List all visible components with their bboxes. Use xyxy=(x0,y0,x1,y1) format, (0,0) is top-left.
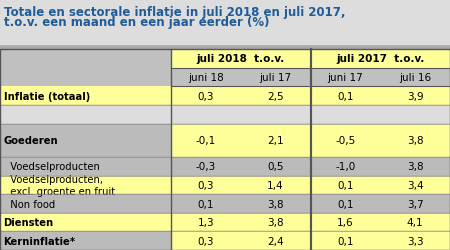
Text: 3,4: 3,4 xyxy=(407,180,423,190)
Text: 2,1: 2,1 xyxy=(267,136,284,146)
Bar xyxy=(171,50,310,68)
Text: 3,8: 3,8 xyxy=(267,199,284,209)
Text: juli 2018  t.o.v.: juli 2018 t.o.v. xyxy=(197,54,285,64)
Text: 3,8: 3,8 xyxy=(407,162,423,172)
Bar xyxy=(310,176,380,195)
Bar xyxy=(310,213,380,232)
Bar xyxy=(241,232,310,250)
Bar xyxy=(310,232,380,250)
Bar xyxy=(241,87,310,106)
Bar xyxy=(0,124,171,158)
Bar xyxy=(380,87,450,106)
Bar xyxy=(380,68,450,87)
Bar xyxy=(380,158,450,176)
Text: -0,5: -0,5 xyxy=(335,136,356,146)
Bar xyxy=(0,50,450,250)
Text: juli 2017  t.o.v.: juli 2017 t.o.v. xyxy=(336,54,424,64)
Text: 3,8: 3,8 xyxy=(267,217,284,227)
Bar xyxy=(0,176,171,195)
Text: juni 18: juni 18 xyxy=(188,73,224,83)
Text: 2,5: 2,5 xyxy=(267,91,284,101)
Bar xyxy=(171,158,241,176)
Bar xyxy=(310,68,380,87)
Text: Inflatie (totaal): Inflatie (totaal) xyxy=(4,91,90,101)
Bar xyxy=(380,176,450,195)
Bar xyxy=(171,232,241,250)
Text: 0,3: 0,3 xyxy=(198,180,214,190)
Bar xyxy=(310,158,380,176)
Bar xyxy=(171,213,241,232)
Bar xyxy=(310,106,380,124)
Text: Totale en sectorale inflatie in juli 2018 en juli 2017,: Totale en sectorale inflatie in juli 201… xyxy=(4,6,346,19)
Bar xyxy=(241,68,310,87)
Bar xyxy=(380,194,450,213)
Text: Kerninflatie*: Kerninflatie* xyxy=(4,236,76,246)
Text: 0,1: 0,1 xyxy=(198,199,214,209)
Bar xyxy=(241,213,310,232)
Text: Voedselproducten: Voedselproducten xyxy=(4,162,99,172)
Text: 0,1: 0,1 xyxy=(337,91,354,101)
Bar xyxy=(241,106,310,124)
Text: t.o.v. een maand en een jaar eerder (%): t.o.v. een maand en een jaar eerder (%) xyxy=(4,16,270,29)
Text: juni 17: juni 17 xyxy=(328,73,363,83)
Text: Voedselproducten,
  excl. groente en fruit: Voedselproducten, excl. groente en fruit xyxy=(4,174,115,196)
Bar xyxy=(0,0,450,45)
Bar xyxy=(310,87,380,106)
Bar xyxy=(171,176,241,195)
Text: 0,5: 0,5 xyxy=(267,162,284,172)
Bar xyxy=(0,213,171,232)
Bar xyxy=(0,106,171,124)
Bar xyxy=(310,50,450,68)
Text: juli 17: juli 17 xyxy=(260,73,292,83)
Text: 3,8: 3,8 xyxy=(407,136,423,146)
Text: 0,1: 0,1 xyxy=(337,199,354,209)
Bar xyxy=(241,124,310,158)
Bar xyxy=(171,106,241,124)
Bar xyxy=(0,194,171,213)
Text: 3,7: 3,7 xyxy=(407,199,423,209)
Text: Non food: Non food xyxy=(4,199,55,209)
Text: juli 16: juli 16 xyxy=(399,73,431,83)
Bar xyxy=(241,158,310,176)
Bar xyxy=(0,50,171,68)
Text: 1,6: 1,6 xyxy=(337,217,354,227)
Bar xyxy=(0,87,171,106)
Text: 0,1: 0,1 xyxy=(337,236,354,246)
Bar xyxy=(171,194,241,213)
Text: 1,4: 1,4 xyxy=(267,180,284,190)
Bar xyxy=(380,124,450,158)
Bar xyxy=(171,124,241,158)
Bar xyxy=(241,194,310,213)
Text: 3,9: 3,9 xyxy=(407,91,423,101)
Text: Goederen: Goederen xyxy=(4,136,58,146)
Text: 0,3: 0,3 xyxy=(198,91,214,101)
Text: -0,3: -0,3 xyxy=(196,162,216,172)
Bar xyxy=(310,194,380,213)
Text: 0,1: 0,1 xyxy=(337,180,354,190)
Bar xyxy=(380,232,450,250)
Text: 0,3: 0,3 xyxy=(198,236,214,246)
Bar xyxy=(380,213,450,232)
Bar xyxy=(380,106,450,124)
Text: 4,1: 4,1 xyxy=(407,217,423,227)
Text: Diensten: Diensten xyxy=(4,217,54,227)
Bar xyxy=(171,68,241,87)
Bar xyxy=(310,124,380,158)
Text: 2,4: 2,4 xyxy=(267,236,284,246)
Bar xyxy=(0,68,171,87)
Text: 1,3: 1,3 xyxy=(198,217,214,227)
Bar xyxy=(241,176,310,195)
Text: 3,3: 3,3 xyxy=(407,236,423,246)
Text: -0,1: -0,1 xyxy=(196,136,216,146)
Bar xyxy=(0,232,171,250)
Bar xyxy=(0,158,171,176)
Text: -1,0: -1,0 xyxy=(335,162,356,172)
Bar xyxy=(171,87,241,106)
